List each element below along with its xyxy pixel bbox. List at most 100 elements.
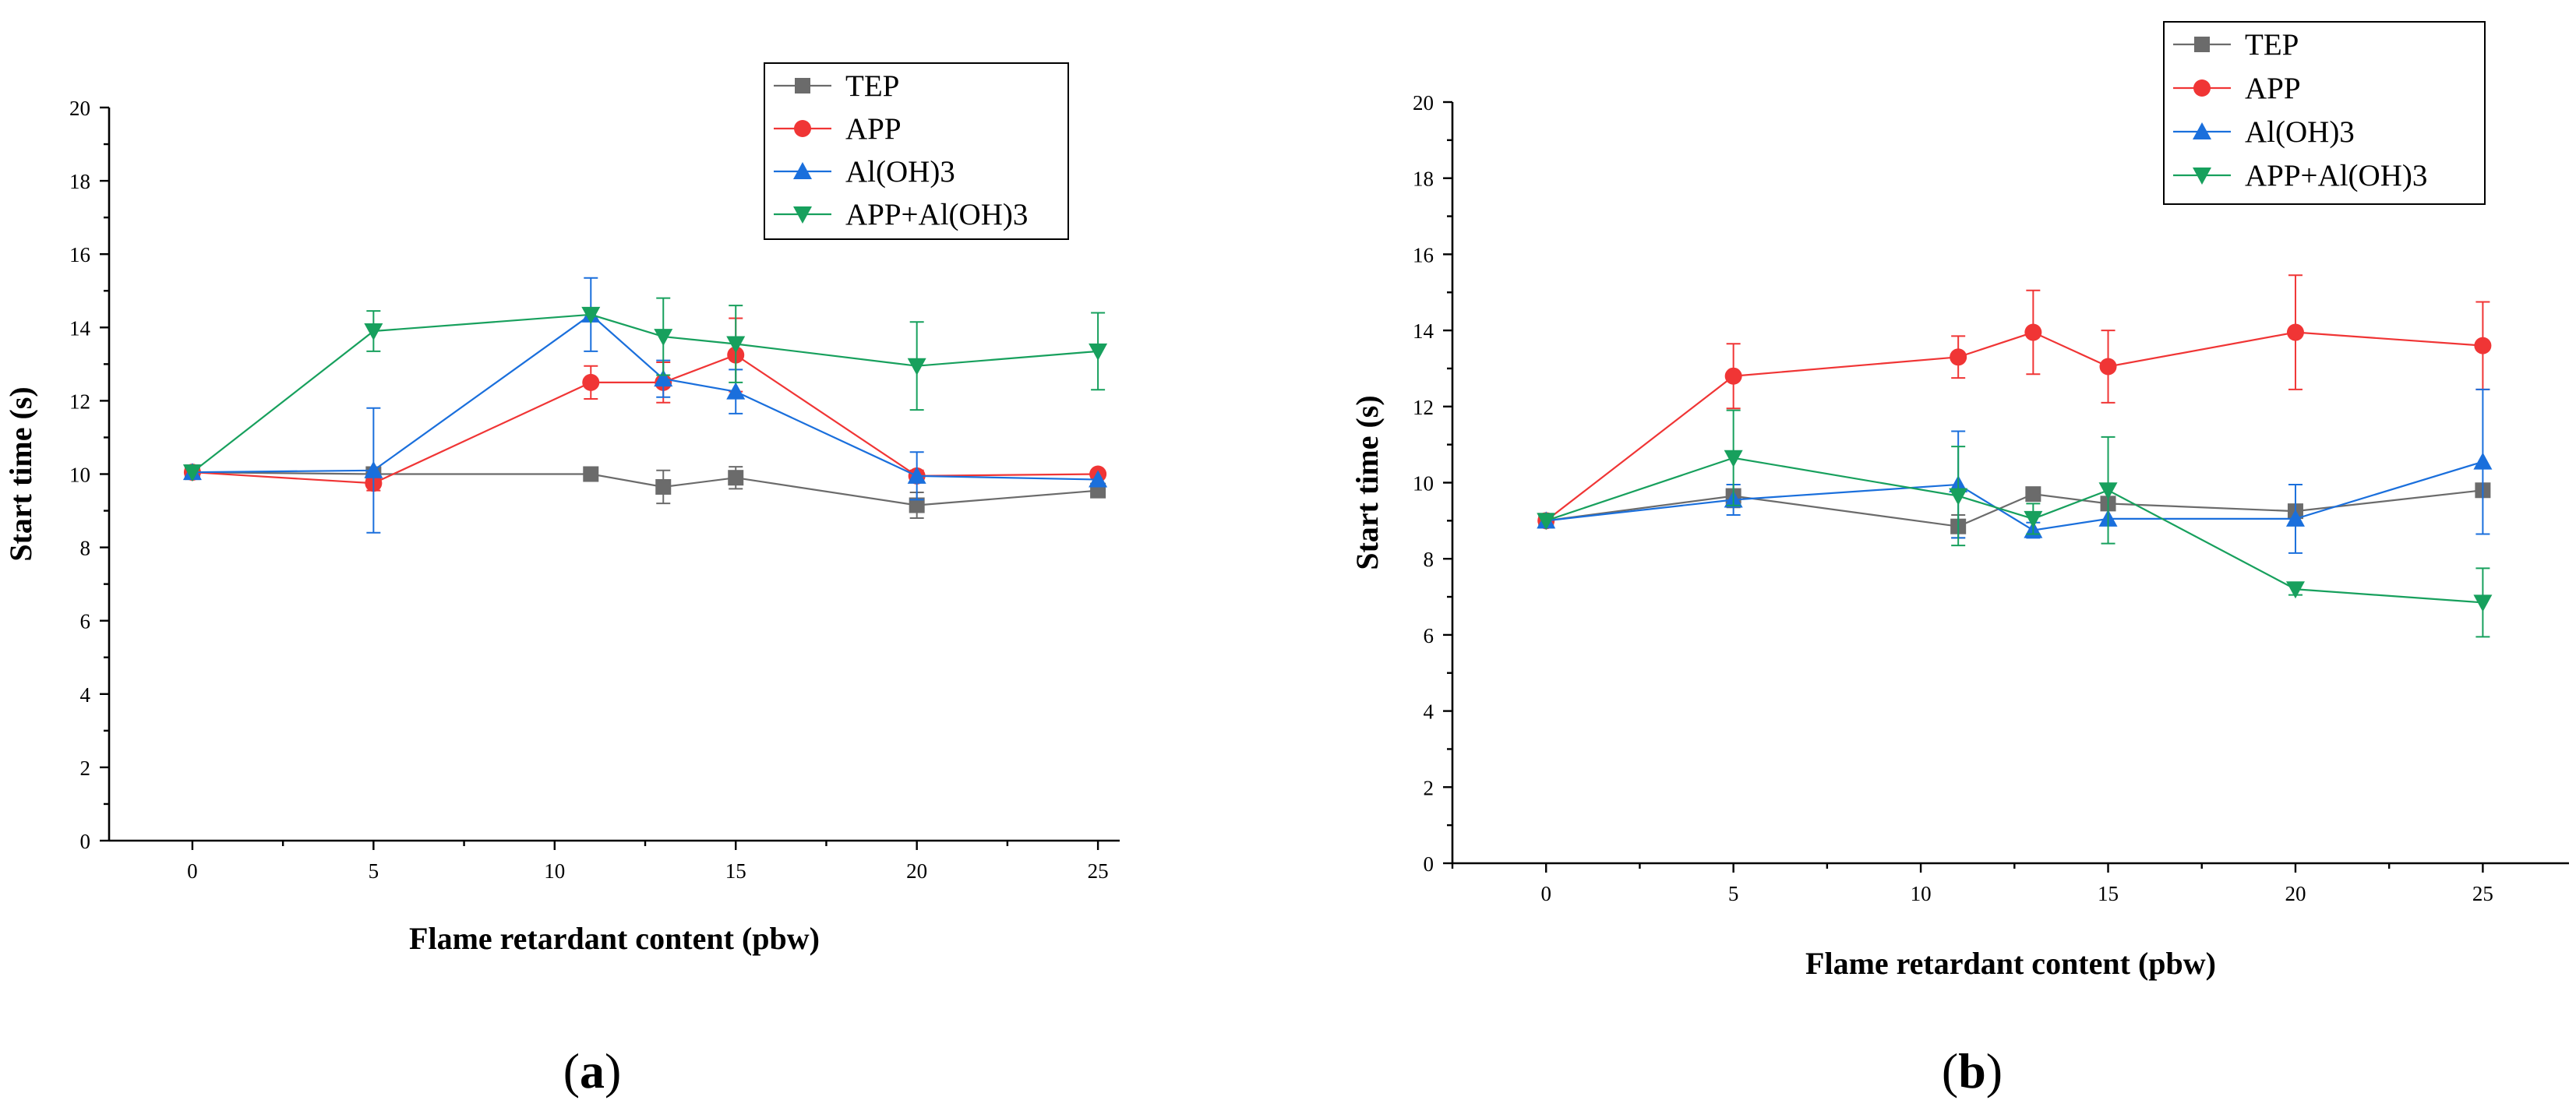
x-axis-title: Flame retardant content (pbw) [409,921,820,956]
series-app [1537,274,2492,530]
y-tick-label: 14 [1413,319,1434,343]
x-axis-title: Flame retardant content (pbw) [1805,946,2216,981]
legend-item-app: APP [2173,72,2301,105]
y-tick-label: 12 [69,390,90,413]
legend-marker [795,78,810,93]
y-axis-title: Start time (s) [3,386,38,561]
series-line [192,313,1099,481]
legend-box [764,62,1069,240]
data-point [1089,470,1108,488]
legend-label: TEP [2245,28,2299,62]
x-tick-label: 0 [187,859,198,883]
data-point [182,464,202,482]
series-line [1545,331,2483,522]
data-point [654,369,673,387]
data-point [1724,367,1742,385]
series-line [1546,460,2483,531]
series-app-al-oh-3 [182,297,1108,482]
legend-label: Al(OH)3 [845,155,955,189]
x-tick-label: 20 [906,859,927,883]
data-point [2025,486,2041,503]
x-tick-label: 5 [369,859,379,883]
y-axis-title: Start time (s) [1350,395,1385,570]
y-tick-label: 18 [69,170,90,193]
y-tick-label: 18 [1413,168,1434,191]
data-point [364,323,383,341]
x-tick-label: 25 [2472,882,2493,905]
legend-box [2163,21,2486,205]
data-point [581,306,601,324]
data-point [2473,594,2493,612]
legend-label: TEP [845,69,899,103]
data-point [726,382,746,400]
data-point [583,466,599,482]
data-point [726,336,746,354]
legend-item-app: APP [774,112,902,146]
series-tep [184,464,1106,519]
data-point [364,460,383,478]
data-point [1537,513,1556,531]
legend-item-tep: TEP [774,69,899,103]
x-tick-label: 0 [1540,882,1551,905]
x-tick-label: 5 [1728,882,1739,905]
y-tick-label: 6 [1424,624,1434,647]
data-point [909,497,925,513]
data-point [907,358,926,376]
series-line [1545,457,2483,604]
series-tep [1538,482,2491,539]
data-point [1950,348,1967,366]
y-tick-label: 16 [1413,243,1434,266]
legend-item-al-oh-3: Al(OH)3 [2173,115,2355,149]
y-tick-label: 14 [69,316,91,340]
data-point [2285,509,2305,527]
data-point [2024,510,2043,528]
legend-item-app-al-oh-3: APP+Al(OH)3 [774,198,1028,231]
legend-marker [794,120,811,137]
x-tick-label: 20 [2285,882,2306,905]
panel-label: (a) [563,1043,622,1099]
y-tick-label: 2 [80,757,91,780]
panel-label-letter: b [1958,1043,1986,1099]
legend: TEP APP Al(OH)3 APP+Al(OH)3 [2163,21,2486,205]
series-line [192,313,1099,474]
legend-marker [2193,122,2211,139]
y-tick-label: 20 [69,97,90,120]
legend-marker [793,206,812,224]
y-tick-label: 0 [80,830,91,853]
data-point [728,470,744,486]
y-tick-label: 4 [1424,700,1434,724]
series-app [183,317,1107,492]
data-point [1089,343,1108,361]
data-point [2098,482,2118,500]
chart-panel-b: 0 2 4 6 8 10 12 14 16 18 20 0 5 10 15 20 25 Flame retarda… [1350,21,2569,1099]
legend-label: APP [2245,72,2301,105]
x-tick-label: 10 [544,859,565,883]
data-point [2285,581,2305,599]
data-point [2474,337,2492,354]
data-point [2024,323,2042,341]
y-tick-label: 16 [69,243,90,266]
legend-marker [2194,37,2210,52]
legend-marker [2193,79,2211,97]
legend-item-al-oh-3: Al(OH)3 [774,155,955,189]
data-point [2099,358,2117,376]
y-tick-label: 20 [1413,91,1434,115]
x-tick-label: 15 [2098,882,2119,905]
series-al-oh-3 [1537,388,2493,554]
y-tick-label: 0 [1424,852,1434,876]
y-tick-label: 8 [80,537,91,560]
data-point [1949,488,1968,506]
y-tick-label: 10 [1413,472,1434,496]
panel-label: (b) [1942,1043,2003,1099]
legend: TEP APP Al(OH)3 APP+Al(OH)3 [764,62,1069,240]
series-line [192,354,1099,485]
data-point [582,373,600,391]
chart-panel-a: 0 2 4 6 8 10 12 14 16 18 20 0 5 10 15 20 25 Flame retarda… [3,62,1120,1099]
y-tick-label: 4 [80,683,91,707]
data-point [2473,452,2493,470]
x-tick-label: 15 [725,859,746,883]
y-tick-label: 10 [69,464,90,487]
y-tick-label: 12 [1413,396,1434,419]
legend-marker [2193,168,2211,185]
